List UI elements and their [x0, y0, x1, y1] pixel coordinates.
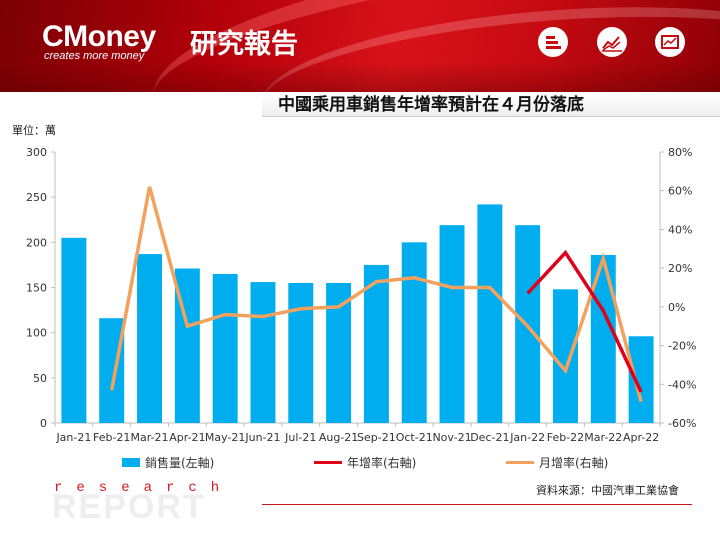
- y-tick-label-right: -20%: [668, 340, 696, 353]
- x-tick-label: Jan-22: [509, 431, 545, 444]
- bar-list-icon[interactable]: [538, 27, 568, 57]
- brand-tagline: creates more money: [44, 50, 145, 62]
- y-tick-label-left: 300: [26, 146, 47, 159]
- y-tick-label-right: -40%: [668, 378, 696, 391]
- bar: [250, 282, 276, 423]
- legend-item-mom: 月增率(右軸): [506, 454, 608, 471]
- bar: [401, 242, 427, 423]
- x-tick-label: Jun-21: [244, 431, 280, 444]
- y-tick-label-right: 20%: [668, 262, 692, 275]
- legend-label: 銷售量(左軸): [145, 456, 215, 470]
- y-tick-label-right: 60%: [668, 185, 692, 198]
- x-tick-label: Feb-21: [93, 431, 130, 444]
- trend-line-icon[interactable]: [597, 27, 627, 57]
- y-tick-label-left: 150: [26, 282, 47, 295]
- bar: [212, 273, 238, 423]
- yoy-growth-line: [526, 249, 643, 393]
- bar: [439, 225, 465, 423]
- unit-label: 單位：萬: [12, 124, 56, 137]
- sales-chart: 0 50 100 150 200 250 300 -60% -40% -20% 0% 20% 40% 60…: [26, 146, 696, 444]
- x-tick-label: Sep-21: [357, 431, 396, 444]
- bar: [137, 254, 163, 423]
- x-tick-label: May-21: [205, 431, 246, 444]
- legend-swatch-line: [506, 461, 534, 464]
- y-tick-label-left: 100: [26, 327, 47, 340]
- bar: [326, 282, 352, 423]
- legend-swatch-line: [314, 461, 342, 464]
- source-note: 資料來源：中國汽車工業協會: [536, 484, 679, 497]
- x-tick-label: Apr-21: [169, 431, 205, 444]
- bar: [552, 289, 578, 423]
- bar: [288, 282, 314, 423]
- x-tick-label: Jan-21: [55, 431, 91, 444]
- legend-label: 月增率(右軸): [539, 456, 609, 470]
- chart-window-icon[interactable]: [655, 27, 685, 57]
- bar: [363, 264, 389, 423]
- y-tick-label-left: 0: [40, 417, 47, 430]
- y-tick-label-left: 250: [26, 191, 47, 204]
- bar: [61, 237, 87, 423]
- x-tick-label: Nov-21: [432, 431, 471, 444]
- x-tick-label: Oct-21: [396, 431, 433, 444]
- x-tick-label: Aug-21: [319, 431, 358, 444]
- brand-subtitle: 研究報告: [190, 29, 298, 60]
- y-tick-label-right: 80%: [668, 146, 692, 159]
- bar: [628, 336, 654, 423]
- x-tick-label: Dec-21: [470, 431, 509, 444]
- y-tick-label-left: 200: [26, 236, 47, 249]
- banner-shade: [0, 62, 720, 92]
- y-tick-label-right: -60%: [668, 417, 696, 430]
- x-tick-label: Apr-22: [623, 431, 659, 444]
- x-tick-label: Mar-22: [584, 431, 622, 444]
- legend-swatch-bar: [122, 458, 140, 467]
- mom-growth-line: [109, 186, 643, 403]
- x-tick-label: Feb-22: [547, 431, 584, 444]
- y-tick-label-left: 50: [33, 372, 47, 385]
- footer-research-label: research: [54, 480, 234, 496]
- y-tick-label-right: 0%: [668, 301, 685, 314]
- x-tick-label: Mar-21: [131, 431, 169, 444]
- brand-logo: CMoney: [42, 20, 156, 53]
- footer-report-watermark: REPORT: [52, 488, 206, 526]
- legend-item-sales: 銷售量(左軸): [122, 454, 214, 471]
- x-tick-label: Jul-21: [284, 431, 316, 444]
- legend-item-yoy: 年增率(右軸): [314, 454, 416, 471]
- y-tick-label-right: 40%: [668, 223, 692, 236]
- page-title: 中國乘用車銷售年增率預計在４月份落底: [262, 93, 720, 117]
- legend-label: 年增率(右軸): [347, 456, 417, 470]
- header-banner: CMoney 研究報告 creates more money: [0, 0, 720, 92]
- bar: [99, 318, 125, 423]
- bar: [477, 204, 503, 423]
- footer-divider: [262, 504, 692, 505]
